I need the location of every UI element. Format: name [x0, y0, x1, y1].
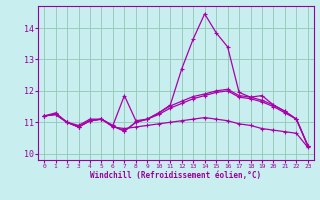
X-axis label: Windchill (Refroidissement éolien,°C): Windchill (Refroidissement éolien,°C) [91, 171, 261, 180]
